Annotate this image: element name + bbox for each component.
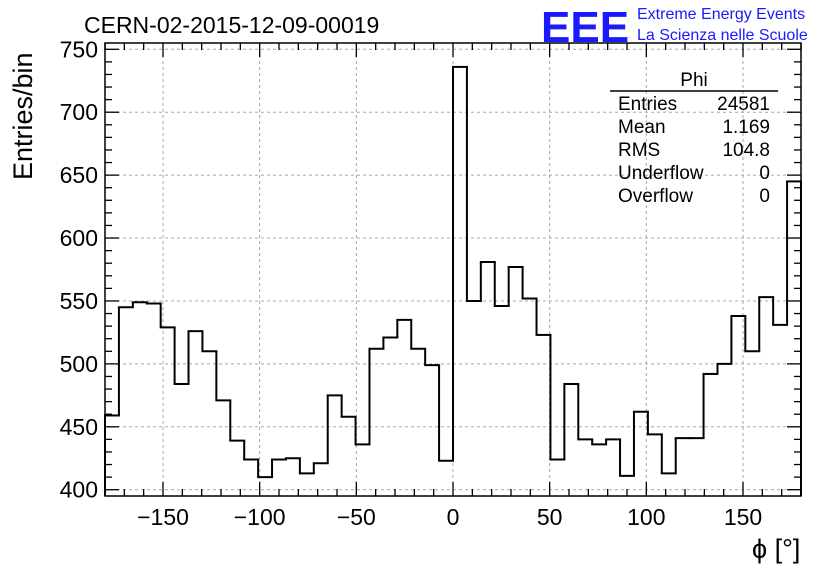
stats-value-rms: 104.8 [722, 140, 770, 161]
stats-box: Phi Entries 24581 Mean 1.169 RMS 104.8 Underfl… [610, 70, 778, 207]
stats-value-underflow: 0 [759, 163, 770, 184]
stats-label-mean: Mean [618, 117, 666, 138]
x-tick-labels: −150 −100 −50 0 50 100 150 [137, 504, 762, 530]
eee-logo: EEE Extreme Energy Events La Scienza nel… [541, 3, 808, 52]
y-tick-label-4: 600 [60, 225, 98, 251]
x-tick-label-6: 150 [724, 504, 762, 530]
x-tick-label-3: 0 [447, 504, 460, 530]
stats-label-rms: RMS [618, 140, 660, 161]
stats-title: Phi [680, 70, 707, 91]
y-tick-labels: 400 450 500 550 600 650 700 750 [60, 36, 98, 502]
stats-label-underflow: Underflow [618, 163, 704, 184]
logo-line2: La Scienza nelle Scuole [637, 27, 808, 44]
logo-line1: Extreme Energy Events [637, 6, 805, 23]
y-tick-label-2: 500 [60, 351, 98, 377]
y-tick-label-5: 650 [60, 162, 98, 188]
x-tick-label-4: 50 [537, 504, 563, 530]
y-tick-label-7: 750 [60, 36, 98, 62]
y-tick-label-6: 700 [60, 99, 98, 125]
stats-label-entries: Entries [618, 94, 677, 115]
run-title: CERN-02-2015-12-09-00019 [84, 12, 379, 38]
logo-mark: EEE [541, 3, 629, 52]
y-tick-label-1: 450 [60, 414, 98, 440]
stats-value-entries: 24581 [717, 94, 770, 115]
stats-value-overflow: 0 [759, 186, 770, 207]
x-axis-label: ϕ [°] [752, 534, 800, 564]
x-tick-label-0: −150 [137, 504, 189, 530]
stats-value-mean: 1.169 [722, 117, 770, 138]
axis-ticks [104, 43, 802, 496]
y-tick-label-0: 400 [60, 477, 98, 503]
x-tick-label-5: 100 [627, 504, 665, 530]
y-axis-label: Entries/bin [8, 52, 38, 180]
stats-rows: Entries 24581 Mean 1.169 RMS 104.8 Underflow 0 O… [618, 94, 770, 207]
y-tick-label-3: 550 [60, 288, 98, 314]
stats-label-overflow: Overflow [618, 186, 693, 207]
histogram-series [104, 65, 802, 496]
x-tick-label-1: −100 [234, 504, 286, 530]
x-tick-label-2: −50 [337, 504, 376, 530]
